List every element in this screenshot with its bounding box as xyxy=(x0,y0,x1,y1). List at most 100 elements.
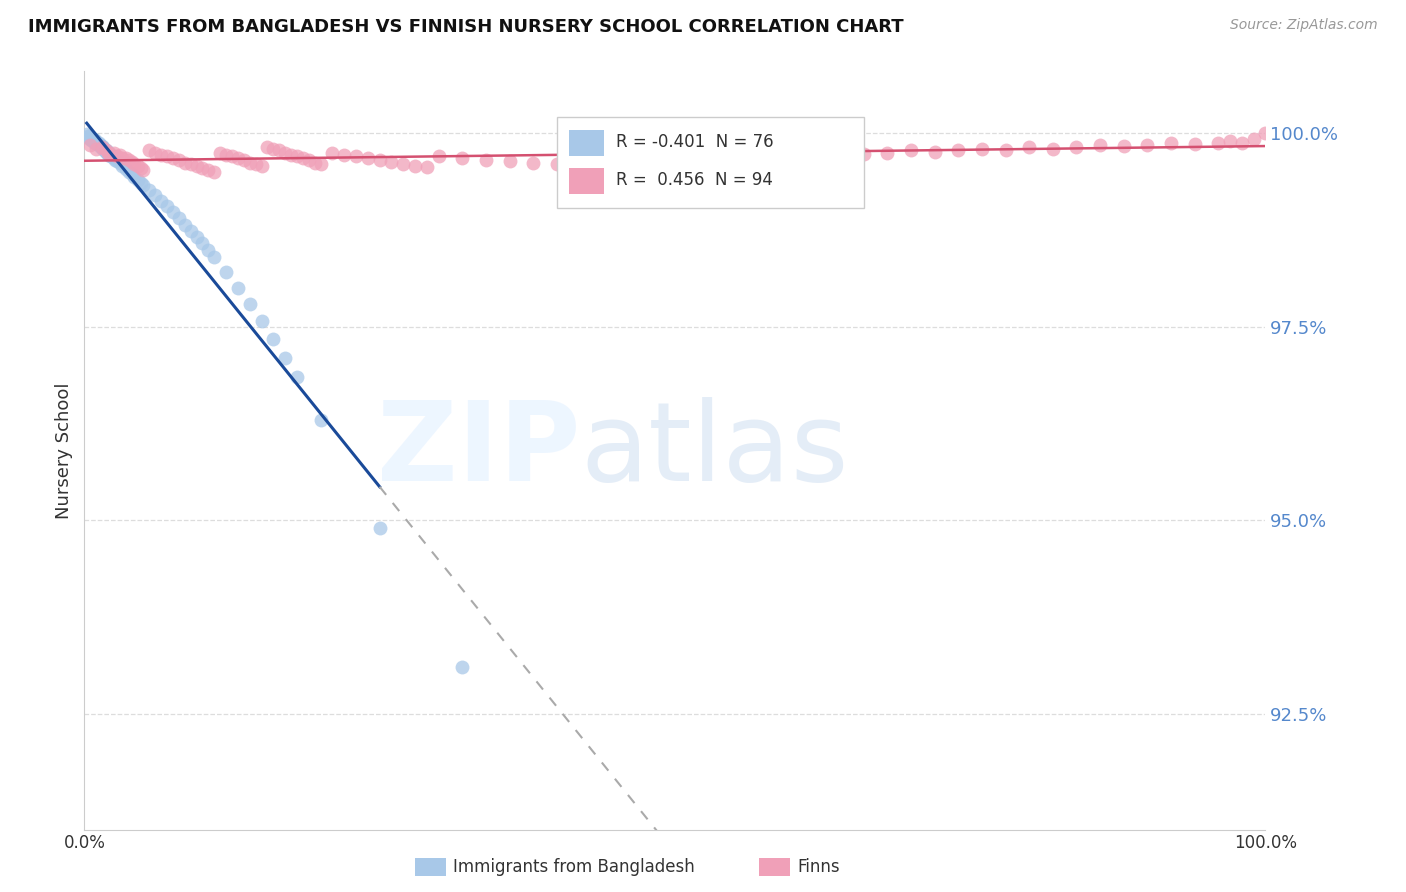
Point xyxy=(138,143,160,157)
Point xyxy=(96,144,118,158)
Point xyxy=(79,131,101,145)
Point xyxy=(309,157,332,171)
Point xyxy=(806,149,828,163)
Point xyxy=(368,153,391,168)
Point xyxy=(215,265,238,279)
Point xyxy=(103,145,125,160)
Point xyxy=(250,314,273,328)
FancyBboxPatch shape xyxy=(568,168,605,194)
Point xyxy=(84,134,107,148)
Point xyxy=(1219,134,1241,148)
Point xyxy=(451,151,474,165)
Point xyxy=(89,139,111,153)
Point xyxy=(84,136,107,150)
Point xyxy=(90,140,112,154)
Point xyxy=(118,153,141,168)
Text: R = -0.401  N = 76: R = -0.401 N = 76 xyxy=(616,133,773,151)
Point xyxy=(77,131,100,145)
Point xyxy=(143,145,166,160)
Point xyxy=(280,148,302,162)
Point xyxy=(132,162,155,177)
Point xyxy=(129,161,152,175)
Point xyxy=(1018,140,1040,154)
Point xyxy=(87,136,110,151)
Point xyxy=(100,149,122,163)
Point xyxy=(101,150,124,164)
Point xyxy=(138,183,160,197)
Point xyxy=(77,129,100,144)
Point xyxy=(758,151,780,165)
Point xyxy=(111,151,134,165)
Point xyxy=(245,157,267,171)
Point xyxy=(84,136,107,150)
Point xyxy=(232,153,254,168)
Point xyxy=(197,163,219,178)
Point xyxy=(404,159,426,173)
Point xyxy=(156,199,179,213)
Point xyxy=(209,145,232,160)
Point xyxy=(114,151,136,165)
Point xyxy=(593,149,616,163)
Point xyxy=(1230,136,1253,150)
Point xyxy=(269,143,291,157)
Point xyxy=(121,154,143,169)
Point xyxy=(173,155,195,169)
Point xyxy=(186,230,208,244)
Point xyxy=(782,148,804,162)
Point xyxy=(1042,142,1064,156)
Point xyxy=(285,149,308,163)
Point xyxy=(830,145,852,160)
Point xyxy=(162,205,184,219)
Point xyxy=(111,159,134,173)
FancyBboxPatch shape xyxy=(557,117,863,208)
Point xyxy=(103,151,125,165)
Point xyxy=(380,154,402,169)
Point xyxy=(734,149,756,163)
Point xyxy=(427,149,450,163)
Point xyxy=(118,165,141,179)
Y-axis label: Nursery School: Nursery School xyxy=(55,382,73,519)
Point xyxy=(98,145,121,160)
Point xyxy=(86,136,108,150)
Point xyxy=(202,165,225,179)
Point xyxy=(94,143,117,157)
Text: Source: ZipAtlas.com: Source: ZipAtlas.com xyxy=(1230,18,1378,32)
Point xyxy=(93,142,115,156)
Point xyxy=(91,140,114,154)
Point xyxy=(114,161,136,176)
Point xyxy=(97,147,120,161)
Point xyxy=(298,153,321,168)
Point xyxy=(1206,136,1229,150)
Point xyxy=(79,130,101,145)
Point xyxy=(522,155,544,169)
Point xyxy=(86,137,108,152)
Point xyxy=(924,145,946,159)
Point xyxy=(215,148,238,162)
Point xyxy=(89,137,111,152)
Point xyxy=(98,148,121,162)
Point xyxy=(262,332,284,346)
Point xyxy=(80,131,103,145)
Point xyxy=(191,236,214,251)
Point xyxy=(876,145,898,160)
Point xyxy=(121,167,143,181)
Point xyxy=(87,137,110,152)
Point xyxy=(392,157,415,171)
Point xyxy=(84,142,107,156)
Point xyxy=(357,151,380,165)
Point xyxy=(1184,137,1206,152)
Point xyxy=(256,140,278,154)
Point xyxy=(77,128,100,143)
Point xyxy=(274,351,297,365)
Point xyxy=(1136,137,1159,152)
Point xyxy=(197,243,219,257)
Point xyxy=(344,149,367,163)
Point xyxy=(226,151,249,165)
Point xyxy=(1066,140,1088,154)
Point xyxy=(82,134,104,148)
Point xyxy=(368,521,391,535)
Point xyxy=(122,157,145,171)
Text: Finns: Finns xyxy=(797,858,839,876)
Point xyxy=(83,132,105,146)
Point xyxy=(304,155,326,169)
